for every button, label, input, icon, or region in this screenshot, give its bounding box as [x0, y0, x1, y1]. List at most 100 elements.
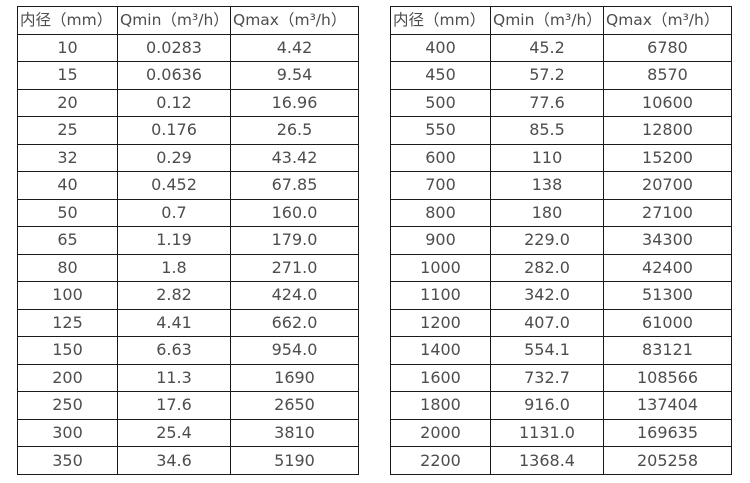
qmax-cell: 662.0: [230, 308, 359, 338]
diameter-cell: 32: [17, 143, 118, 173]
qmax-cell: 12800: [603, 116, 732, 145]
diameter-cell: 550: [390, 116, 491, 145]
table-row: 10 0.0283 4.42: [17, 33, 359, 63]
diameter-cell: 900: [390, 226, 491, 255]
column-header: Qmax（m³/h）: [603, 6, 732, 35]
table-row: 550 85.5 12800: [390, 116, 732, 145]
qmax-cell: 20700: [603, 171, 732, 200]
table-row: 2200 1368.4 205258: [390, 446, 732, 475]
qmin-cell: 1131.0: [490, 418, 604, 448]
qmax-cell: 6780: [603, 33, 732, 63]
diameter-cell: 2200: [390, 446, 491, 475]
table-row: 200 11.3 1690: [17, 363, 359, 393]
diameter-cell: 1800: [390, 391, 491, 420]
table-row: 500 77.6 10600: [390, 88, 732, 118]
table-row: 300 25.4 3810: [17, 418, 359, 448]
qmin-cell: 34.6: [117, 446, 231, 475]
table-row: 1200 407.0 61000: [390, 308, 732, 338]
table-row: 125 4.41 662.0: [17, 308, 359, 338]
qmax-cell: 10600: [603, 88, 732, 118]
qmax-cell: 34300: [603, 226, 732, 255]
diameter-cell: 800: [390, 198, 491, 228]
qmin-cell: 0.12: [117, 88, 231, 118]
qmax-cell: 271.0: [230, 253, 359, 283]
table-row: 20 0.12 16.96: [17, 88, 359, 118]
qmax-cell: 83121: [603, 336, 732, 365]
qmax-cell: 424.0: [230, 281, 359, 310]
table-row: 1600 732.7 108566: [390, 363, 732, 393]
table-row: 2000 1131.0 169635: [390, 418, 732, 448]
qmin-cell: 0.0283: [117, 33, 231, 63]
column-header: Qmin（m³/h）: [490, 6, 604, 35]
diameter-cell: 50: [17, 198, 118, 228]
table-row: 50 0.7 160.0: [17, 198, 359, 228]
diameter-cell: 1100: [390, 281, 491, 310]
diameter-cell: 10: [17, 33, 118, 63]
qmin-cell: 2.82: [117, 281, 231, 310]
qmin-cell: 229.0: [490, 226, 604, 255]
table-row: 600 110 15200: [390, 143, 732, 173]
diameter-cell: 600: [390, 143, 491, 173]
diameter-cell: 25: [17, 116, 118, 145]
diameter-cell: 100: [17, 281, 118, 310]
table-row: 400 45.2 6780: [390, 33, 732, 63]
qmin-cell: 110: [490, 143, 604, 173]
diameter-cell: 700: [390, 171, 491, 200]
column-header: Qmin（m³/h）: [117, 6, 231, 35]
qmin-cell: 77.6: [490, 88, 604, 118]
qmax-cell: 43.42: [230, 143, 359, 173]
flow-table-large-diameters: 内径（mm） Qmin（m³/h） Qmax（m³/h） 400 45.2 6780 450…: [390, 6, 732, 475]
qmin-cell: 554.1: [490, 336, 604, 365]
qmax-cell: 205258: [603, 446, 732, 475]
table-row: 65 1.19 179.0: [17, 226, 359, 255]
qmin-cell: 916.0: [490, 391, 604, 420]
table-row: 32 0.29 43.42: [17, 143, 359, 173]
qmax-cell: 15200: [603, 143, 732, 173]
diameter-cell: 1000: [390, 253, 491, 283]
qmin-cell: 6.63: [117, 336, 231, 365]
table-row: 350 34.6 5190: [17, 446, 359, 475]
qmax-cell: 16.96: [230, 88, 359, 118]
table-row: 150 6.63 954.0: [17, 336, 359, 365]
flow-table-small-diameters: 内径（mm） Qmin（m³/h） Qmax（m³/h） 10 0.0283 4.42 15…: [17, 6, 359, 475]
table-row: 1100 342.0 51300: [390, 281, 732, 310]
header-row: 内径（mm） Qmin（m³/h） Qmax（m³/h）: [390, 6, 732, 35]
qmin-cell: 138: [490, 171, 604, 200]
diameter-cell: 400: [390, 33, 491, 63]
diameter-cell: 200: [17, 363, 118, 393]
qmin-cell: 45.2: [490, 33, 604, 63]
qmax-cell: 61000: [603, 308, 732, 338]
qmax-cell: 51300: [603, 281, 732, 310]
table-row: 1400 554.1 83121: [390, 336, 732, 365]
diameter-cell: 125: [17, 308, 118, 338]
qmax-cell: 5190: [230, 446, 359, 475]
qmax-cell: 8570: [603, 61, 732, 90]
table-row: 700 138 20700: [390, 171, 732, 200]
qmin-cell: 17.6: [117, 391, 231, 420]
qmin-cell: 0.176: [117, 116, 231, 145]
qmin-cell: 85.5: [490, 116, 604, 145]
qmin-cell: 407.0: [490, 308, 604, 338]
diameter-cell: 1400: [390, 336, 491, 365]
table-row: 250 17.6 2650: [17, 391, 359, 420]
qmin-cell: 0.452: [117, 171, 231, 200]
diameter-cell: 300: [17, 418, 118, 448]
diameter-cell: 1200: [390, 308, 491, 338]
diameter-cell: 1600: [390, 363, 491, 393]
qmin-cell: 57.2: [490, 61, 604, 90]
qmax-cell: 954.0: [230, 336, 359, 365]
qmin-cell: 732.7: [490, 363, 604, 393]
qmax-cell: 1690: [230, 363, 359, 393]
column-header: 内径（mm）: [17, 6, 118, 35]
qmin-cell: 25.4: [117, 418, 231, 448]
qmin-cell: 1368.4: [490, 446, 604, 475]
table-row: 40 0.452 67.85: [17, 171, 359, 200]
qmax-cell: 169635: [603, 418, 732, 448]
diameter-cell: 500: [390, 88, 491, 118]
table-row: 450 57.2 8570: [390, 61, 732, 90]
diameter-cell: 80: [17, 253, 118, 283]
table-row: 900 229.0 34300: [390, 226, 732, 255]
qmax-cell: 42400: [603, 253, 732, 283]
qmin-cell: 0.7: [117, 198, 231, 228]
